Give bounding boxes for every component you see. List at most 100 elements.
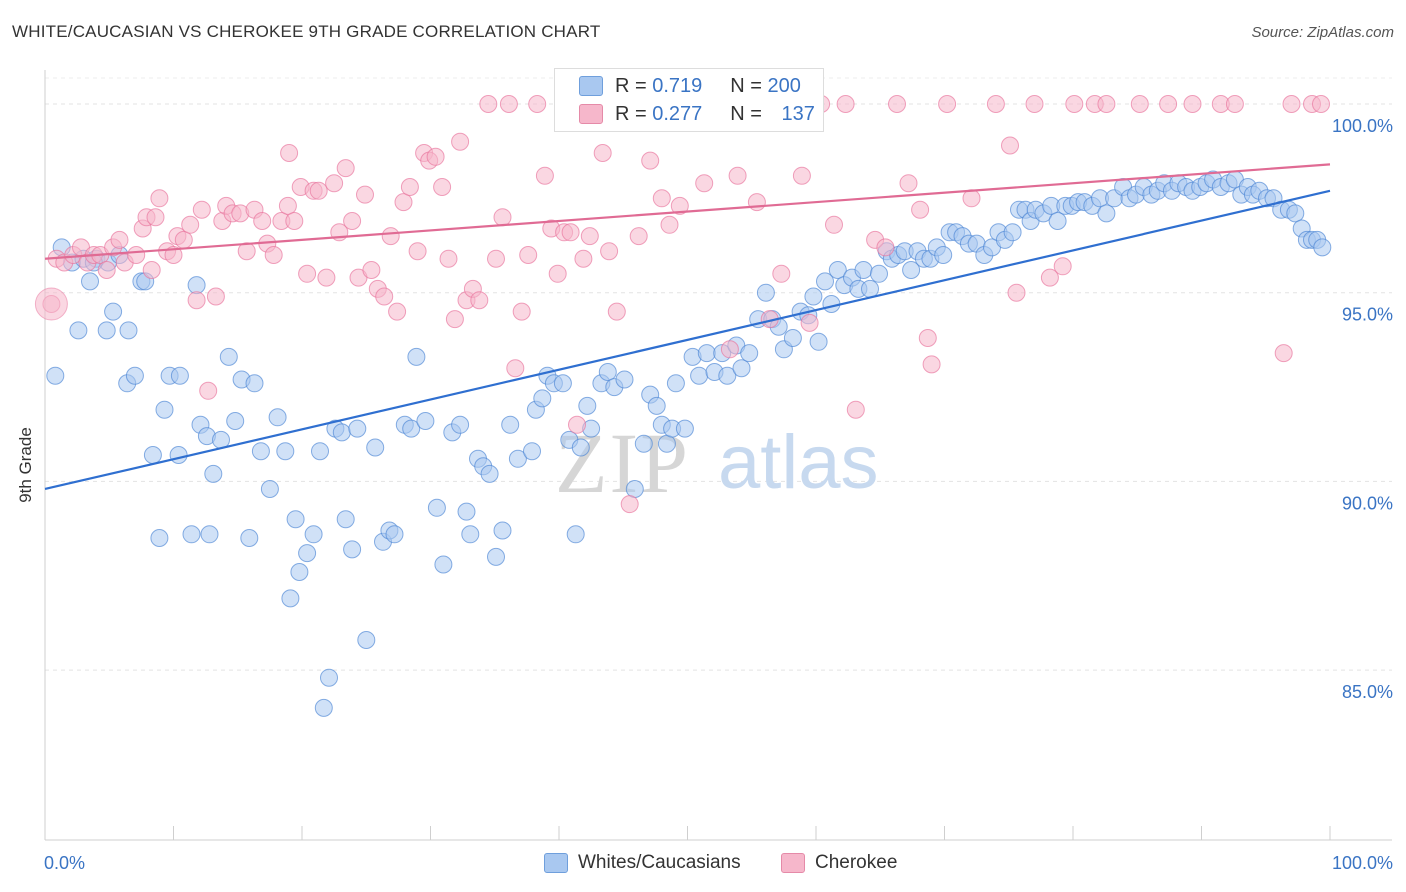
cherokee-point (825, 215, 843, 234)
whites-point (625, 480, 644, 498)
legend-swatch-whites (579, 76, 603, 96)
cherokee-point (381, 227, 400, 246)
cherokee-point (343, 212, 362, 230)
cherokee-point (408, 242, 427, 261)
cherokee-point (600, 242, 619, 261)
whites-point (1286, 204, 1305, 223)
whites-point (276, 442, 295, 461)
source-label: Source: ZipAtlas.com (1251, 24, 1394, 41)
cherokee-point (800, 313, 819, 332)
cherokee-point (580, 227, 599, 246)
axes (44, 70, 1392, 841)
legend-label-cherokee: Cherokee (815, 852, 898, 873)
trend-lines (44, 163, 1331, 491)
cherokee-point (499, 95, 518, 113)
whites-point (675, 419, 694, 438)
cherokee-point (922, 355, 941, 374)
cherokee-point (528, 95, 547, 113)
whites-point (219, 347, 238, 366)
cherokee-point (652, 189, 671, 208)
whites-point (314, 698, 333, 717)
cherokee-point (1282, 95, 1301, 113)
cherokee-point (1065, 95, 1084, 113)
whites-point (260, 480, 279, 498)
cherokee-point (375, 287, 394, 306)
whites-point (533, 389, 552, 408)
cherokee-point (237, 242, 256, 261)
cherokee-point (285, 212, 304, 230)
cherokee-point (206, 287, 225, 306)
cherokee-point (519, 246, 538, 264)
cherokee-point (593, 144, 612, 162)
cherokee-point (1130, 95, 1149, 113)
legend-n-label: N = (730, 74, 762, 97)
cherokee-point (747, 193, 766, 212)
cherokee-point (846, 400, 865, 419)
cherokee-point (911, 200, 930, 219)
whites-point (170, 366, 189, 385)
legend-row-cherokee: R = 0.277 N = 137 (579, 102, 815, 126)
cherokee-point (362, 261, 381, 279)
whites-point (480, 464, 499, 483)
legend-item-cherokee[interactable]: Cherokee (781, 852, 897, 874)
whites-point (304, 525, 323, 544)
series-cherokee-points (34, 95, 1330, 514)
series-legend: Whites/Caucasians Cherokee (0, 852, 1406, 878)
whites-point (598, 363, 617, 381)
whites-point (119, 321, 138, 340)
whites-point (647, 396, 666, 415)
whites-point (690, 366, 709, 385)
whites-point (566, 525, 585, 544)
y-tick-label: 90.0% (1342, 493, 1393, 513)
cherokee-point (278, 196, 297, 215)
whites-point (493, 521, 512, 540)
whites-point (290, 563, 309, 581)
legend-r-label: R = (615, 102, 647, 125)
whites-point (402, 419, 421, 438)
cherokee-point (439, 249, 458, 268)
whites-point (182, 525, 201, 544)
whites-point (718, 366, 737, 385)
cherokee-point (493, 208, 512, 227)
whites-point (332, 423, 351, 442)
cherokee-point (1097, 95, 1116, 113)
whites-point (46, 366, 65, 385)
cherokee-point (1025, 95, 1044, 113)
y-axis-title-wrap: 9th Grade (6, 400, 46, 530)
cherokee-point (445, 310, 464, 329)
whites-point (268, 408, 287, 427)
whites-point (385, 525, 404, 544)
cherokee-point (660, 215, 679, 234)
cherokee-point (146, 208, 165, 227)
cherokee-point (918, 329, 937, 347)
whites-point (97, 321, 116, 340)
cherokee-point (720, 340, 739, 359)
legend-n-value: 200 (767, 74, 801, 97)
whites-point (200, 525, 219, 544)
cherokee-point (1040, 268, 1059, 287)
cherokee-point (1274, 344, 1293, 363)
cherokee-point (309, 181, 328, 200)
whites-point (286, 510, 305, 529)
cherokee-point (512, 302, 531, 321)
cherokee-point (181, 215, 200, 234)
whites-trend-line (44, 189, 1331, 491)
whites-point (508, 449, 527, 468)
whites-point (427, 498, 446, 517)
cherokee-point (506, 359, 525, 378)
cherokee-point (317, 268, 336, 287)
legend-label-whites: Whites/Caucasians (578, 852, 741, 873)
whites-point (615, 370, 634, 389)
cherokee-trend-line (44, 163, 1331, 260)
cherokee-point (792, 166, 811, 185)
cherokee-point (1225, 95, 1244, 113)
whites-point (934, 246, 953, 264)
cherokee-point (548, 264, 567, 283)
legend-item-whites[interactable]: Whites/Caucasians (544, 852, 741, 874)
whites-point (143, 446, 162, 464)
cherokee-point (325, 174, 344, 193)
cherokee-point (1053, 257, 1072, 276)
cherokee-point (641, 151, 660, 170)
whites-point (245, 374, 264, 393)
whites-point (150, 529, 169, 547)
